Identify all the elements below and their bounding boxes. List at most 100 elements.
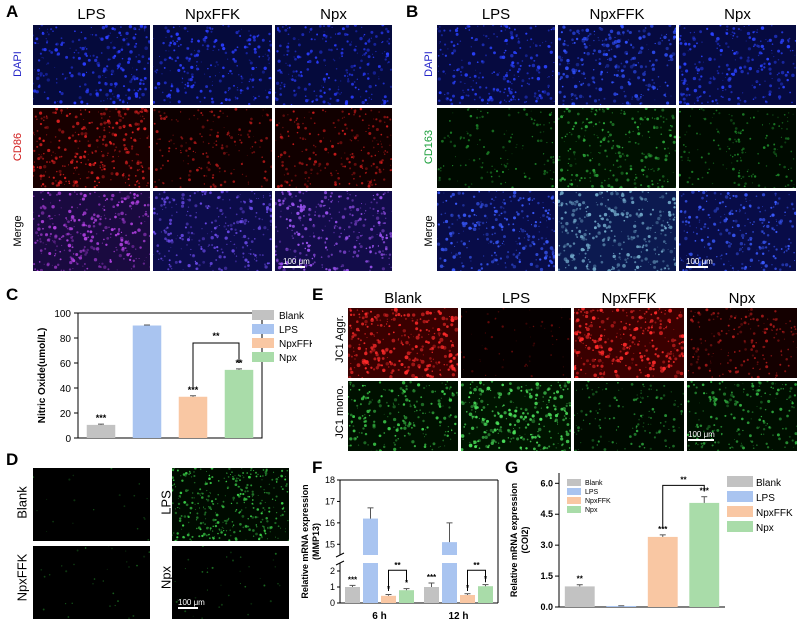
cell-dot xyxy=(543,172,546,176)
cell-dot xyxy=(209,265,211,267)
cell-dot xyxy=(206,233,208,235)
cell-dot xyxy=(181,81,184,84)
cell-dot xyxy=(361,322,365,326)
panel-e-col-lps: LPS xyxy=(501,290,531,307)
cell-dot xyxy=(250,191,254,193)
cell-dot xyxy=(341,117,344,119)
cell-dot xyxy=(321,263,324,266)
cell-dot xyxy=(461,59,463,61)
cell-dot xyxy=(350,65,354,69)
cell-dot xyxy=(54,136,57,138)
cell-dot xyxy=(113,133,118,137)
cell-dot xyxy=(680,155,683,159)
cell-dot xyxy=(73,51,76,54)
cell-dot xyxy=(569,29,572,32)
cell-dot xyxy=(564,50,568,54)
cell-dot xyxy=(382,250,384,252)
cell-dot xyxy=(331,144,334,148)
cell-dot xyxy=(393,308,398,312)
cell-dot xyxy=(33,168,35,170)
cell-dot xyxy=(436,363,438,365)
cell-dot xyxy=(449,29,452,32)
cell-dot xyxy=(275,97,279,102)
cell-dot xyxy=(505,218,509,221)
cell-dot xyxy=(531,76,534,80)
cell-dot xyxy=(435,361,438,364)
cell-dot xyxy=(104,217,107,220)
cell-dot xyxy=(34,268,37,271)
cell-dot xyxy=(629,141,631,143)
cell-dot xyxy=(260,139,263,142)
cell-dot xyxy=(58,214,60,216)
cell-dot xyxy=(773,60,777,64)
cell-dot xyxy=(757,45,761,48)
cell-dot xyxy=(383,325,385,327)
cell-dot xyxy=(367,39,371,43)
cell-dot xyxy=(471,88,474,91)
cell-dot xyxy=(480,110,482,112)
cell-dot xyxy=(724,213,726,215)
cell-dot xyxy=(532,211,535,215)
cell-dot xyxy=(369,265,373,269)
cell-dot xyxy=(516,212,520,216)
cell-dot xyxy=(197,109,200,112)
cell-dot xyxy=(102,112,106,116)
cell-dot xyxy=(37,68,40,72)
cell-dot xyxy=(114,85,117,88)
micrograph-a-dapi-npxffk xyxy=(153,25,272,105)
cell-dot xyxy=(706,27,709,30)
cell-dot xyxy=(551,251,555,255)
cell-dot xyxy=(437,28,439,30)
cell-dot xyxy=(437,55,440,57)
cell-dot xyxy=(773,56,775,58)
cell-dot xyxy=(702,90,706,94)
cell-dot xyxy=(385,347,389,352)
cell-dot xyxy=(126,42,130,46)
cell-dot xyxy=(647,88,650,91)
cell-dot xyxy=(766,144,770,147)
cell-dot xyxy=(262,115,263,117)
cell-dot xyxy=(59,258,62,261)
cell-dot xyxy=(442,201,444,203)
micrograph-cells xyxy=(348,308,458,378)
cell-dot xyxy=(696,96,700,100)
cell-dot xyxy=(269,118,272,122)
cell-dot xyxy=(766,234,770,237)
cell-dot xyxy=(486,171,489,173)
cell-dot xyxy=(364,167,368,171)
cell-dot xyxy=(457,214,460,217)
cell-dot xyxy=(686,131,688,133)
cell-dot xyxy=(635,213,639,216)
cell-dot xyxy=(301,137,305,140)
cell-dot xyxy=(582,72,586,76)
cell-dot xyxy=(84,269,86,271)
cell-dot xyxy=(54,66,56,68)
cell-dot xyxy=(202,37,206,42)
cell-dot xyxy=(694,63,696,65)
cell-dot xyxy=(159,149,162,152)
cell-dot xyxy=(219,256,221,258)
cell-dot xyxy=(79,199,81,201)
cell-dot xyxy=(327,25,331,28)
cell-dot xyxy=(101,151,103,153)
cell-dot xyxy=(679,243,681,246)
cell-dot xyxy=(786,78,789,82)
cell-dot xyxy=(526,72,529,75)
cell-dot xyxy=(345,25,350,28)
cell-dot xyxy=(182,198,185,200)
cell-dot xyxy=(549,127,553,130)
cell-dot xyxy=(335,242,338,246)
cell-dot xyxy=(340,232,342,235)
cell-dot xyxy=(269,43,272,47)
cell-dot xyxy=(180,43,182,46)
cell-dot xyxy=(225,228,227,230)
cell-dot xyxy=(533,342,536,345)
cell-dot xyxy=(77,218,81,222)
chart-c-ytick-label: 60 xyxy=(60,359,72,370)
cell-dot xyxy=(559,159,561,161)
cell-dot xyxy=(312,151,315,154)
cell-dot xyxy=(437,202,439,206)
cell-dot xyxy=(510,54,514,58)
cell-dot xyxy=(552,171,555,174)
cell-dot xyxy=(569,62,571,64)
